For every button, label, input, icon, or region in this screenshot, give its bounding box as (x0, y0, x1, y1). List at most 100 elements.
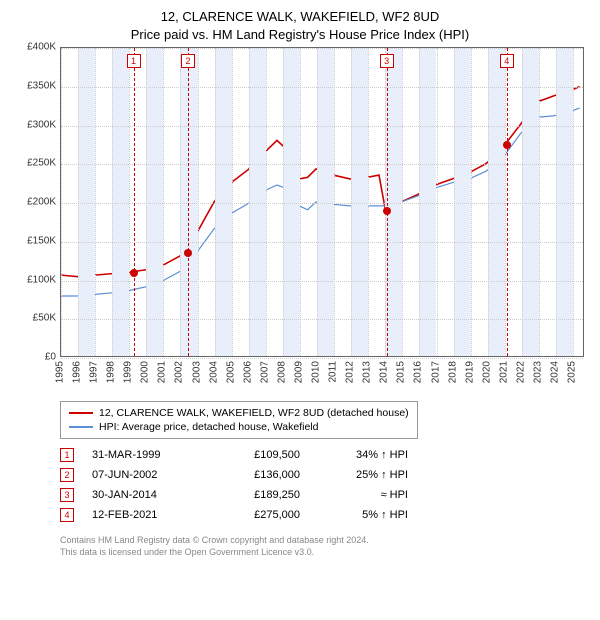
footnote-line-2: This data is licensed under the Open Gov… (60, 547, 588, 559)
sales-row-price: £109,500 (220, 449, 300, 461)
x-tick-label: 2003 (191, 361, 202, 383)
grid-line-v (300, 48, 301, 356)
grid-line-v (334, 48, 335, 356)
x-tick-label: 2012 (345, 361, 356, 383)
sales-row-hpi: ≈ HPI (318, 489, 408, 501)
sale-marker-line (188, 48, 189, 356)
sale-marker-dot (383, 207, 391, 215)
x-tick-label: 2013 (362, 361, 373, 383)
y-tick-label: £300K (27, 119, 56, 130)
y-tick-label: £50K (33, 313, 56, 324)
grid-line-v (163, 48, 164, 356)
grid-line-v (471, 48, 472, 356)
sales-row-date: 31-MAR-1999 (92, 449, 202, 461)
y-tick-label: £350K (27, 80, 56, 91)
x-tick-label: 2024 (549, 361, 560, 383)
x-tick-label: 2001 (157, 361, 168, 383)
year-shade (180, 48, 197, 356)
x-tick-label: 2025 (567, 361, 578, 383)
y-tick-label: £100K (27, 274, 56, 285)
year-shade (283, 48, 300, 356)
y-tick-label: £200K (27, 197, 56, 208)
x-tick-label: 1997 (89, 361, 100, 383)
sale-badge: 1 (127, 54, 141, 68)
year-shade (385, 48, 402, 356)
sale-marker-dot (503, 141, 511, 149)
year-shade (215, 48, 232, 356)
grid-line-v (112, 48, 113, 356)
year-shade (488, 48, 505, 356)
x-tick-label: 2004 (208, 361, 219, 383)
grid-line-v (61, 48, 62, 356)
title-line-1: 12, CLARENCE WALK, WAKEFIELD, WF2 8UD (12, 8, 588, 26)
grid-line-v (539, 48, 540, 356)
grid-line-v (454, 48, 455, 356)
grid-line-v (522, 48, 523, 356)
x-tick-label: 2022 (515, 361, 526, 383)
x-tick-label: 2000 (140, 361, 151, 383)
x-tick-label: 2002 (174, 361, 185, 383)
grid-line-v (573, 48, 574, 356)
y-tick-label: £400K (27, 42, 56, 53)
grid-line-v (556, 48, 557, 356)
grid-line-v (351, 48, 352, 356)
sales-row-date: 30-JAN-2014 (92, 489, 202, 501)
legend-label: HPI: Average price, detached house, Wake… (99, 421, 318, 433)
x-tick-label: 2015 (396, 361, 407, 383)
sale-badge: 4 (500, 54, 514, 68)
sales-row-price: £136,000 (220, 469, 300, 481)
legend-label: 12, CLARENCE WALK, WAKEFIELD, WF2 8UD (d… (99, 407, 409, 419)
sales-table: 1 31-MAR-1999 £109,500 34% ↑ HPI 2 07-JUN-200… (60, 445, 588, 525)
x-tick-label: 2023 (532, 361, 543, 383)
grid-line-v (146, 48, 147, 356)
sales-row-badge: 4 (60, 508, 74, 522)
chart-container: 12, CLARENCE WALK, WAKEFIELD, WF2 8UD Pr… (0, 0, 600, 620)
year-shade (454, 48, 471, 356)
year-shade (556, 48, 573, 356)
x-axis: 1995199619971998199920002001200220032004… (60, 357, 584, 397)
plot-area: 1234 (60, 47, 584, 357)
grid-line-v (266, 48, 267, 356)
grid-line-v (317, 48, 318, 356)
year-shade (112, 48, 129, 356)
footnote-line-1: Contains HM Land Registry data © Crown c… (60, 535, 588, 547)
x-tick-label: 2005 (225, 361, 236, 383)
x-tick-label: 1996 (72, 361, 83, 383)
chart-title: 12, CLARENCE WALK, WAKEFIELD, WF2 8UD Pr… (12, 8, 588, 43)
x-tick-label: 2007 (259, 361, 270, 383)
sales-row-hpi: 34% ↑ HPI (318, 449, 408, 461)
chart-area: £0£50K£100K£150K£200K£250K£300K£350K£400… (12, 47, 588, 397)
grid-line-v (488, 48, 489, 356)
y-tick-label: £250K (27, 158, 56, 169)
sale-badge: 3 (380, 54, 394, 68)
sales-row: 412-FEB-2021£275,0005% ↑ HPI (60, 505, 588, 525)
grid-line-v (95, 48, 96, 356)
year-shade (317, 48, 334, 356)
grid-line-v (215, 48, 216, 356)
sales-row-price: £275,000 (220, 509, 300, 521)
sales-row-date: 07-JUN-2002 (92, 469, 202, 481)
sale-marker-dot (130, 269, 138, 277)
x-tick-label: 1998 (106, 361, 117, 383)
sale-marker-line (507, 48, 508, 356)
grid-line-v (180, 48, 181, 356)
sales-row-price: £189,250 (220, 489, 300, 501)
grid-line-v (78, 48, 79, 356)
year-shade (78, 48, 95, 356)
sales-row-badge: 3 (60, 488, 74, 502)
legend-swatch (69, 412, 93, 414)
legend-row: 12, CLARENCE WALK, WAKEFIELD, WF2 8UD (d… (69, 406, 409, 420)
sales-row-date: 12-FEB-2021 (92, 509, 202, 521)
grid-line-v (249, 48, 250, 356)
sales-row-badge: 2 (60, 468, 74, 482)
sales-row-badge: 1 (60, 448, 74, 462)
legend-swatch (69, 426, 93, 428)
x-tick-label: 2019 (464, 361, 475, 383)
x-tick-label: 2008 (276, 361, 287, 383)
grid-line-v (505, 48, 506, 356)
year-shade (419, 48, 436, 356)
sales-row-hpi: 25% ↑ HPI (318, 469, 408, 481)
grid-line-v (437, 48, 438, 356)
y-axis: £0£50K£100K£150K£200K£250K£300K£350K£400… (12, 47, 60, 357)
grid-line-v (419, 48, 420, 356)
